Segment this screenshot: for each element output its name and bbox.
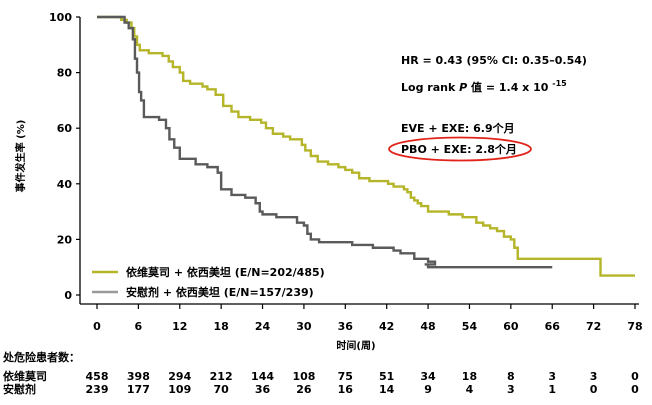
eve-median-annotation: EVE + EXE: 6.9个月 xyxy=(401,121,515,135)
x-tick-label: 30 xyxy=(296,320,312,333)
pvalue-prefix: Log rank xyxy=(401,81,459,94)
x-tick-label: 24 xyxy=(255,320,271,333)
y-tick-label: 80 xyxy=(57,67,73,80)
highlight-ellipse xyxy=(388,136,532,162)
risk-cell: 108 xyxy=(292,370,315,383)
risk-table: 处危险患者数：依维莫司 458 398 294 212 144 108 75 51 34 18 8 3 3… xyxy=(2,350,639,396)
y-tick-label: 20 xyxy=(57,233,73,246)
risk-cell: 16 xyxy=(338,383,354,396)
risk-cell: 8 xyxy=(507,370,515,383)
curve-pbo xyxy=(97,15,553,269)
y-tick-label: 40 xyxy=(57,178,73,191)
risk-cell: 14 xyxy=(379,383,395,396)
risk-cell: 212 xyxy=(210,370,233,383)
x-tick-label: 48 xyxy=(420,320,435,333)
pbo-median-annotation: PBO + EXE: 2.8个月 xyxy=(401,142,517,156)
pvalue-p: P xyxy=(459,81,467,94)
risk-cell: 18 xyxy=(462,370,477,383)
risk-cell: 294 xyxy=(168,370,191,383)
x-tick-label: 60 xyxy=(503,320,519,333)
y-tick-label: 100 xyxy=(49,11,72,24)
x-axis-label: 时间(周) xyxy=(336,339,375,352)
legend-label-eve: 依维莫司 + 依西美坦 (E/N=202/485) xyxy=(126,265,325,279)
y-axis-label: 事件发生率 (%) xyxy=(14,120,27,193)
x-tick-label: 78 xyxy=(627,320,642,333)
x-tick-label: 36 xyxy=(338,320,354,333)
risk-cell: 3 xyxy=(548,370,556,383)
curve-eve xyxy=(97,15,635,277)
risk-cell: 177 xyxy=(127,383,150,396)
axes: 0 20 40 60 80 100 0 6 12 18 24 30 36 42 48 54 60 66 72 78 时间… xyxy=(14,11,643,352)
risk-cell: 144 xyxy=(251,370,274,383)
risk-cell: 36 xyxy=(255,383,271,396)
risk-table-title: 处危险患者数： xyxy=(2,350,80,364)
risk-cell: 239 xyxy=(86,383,109,396)
x-tick-label: 6 xyxy=(135,320,143,333)
risk-cell: 3 xyxy=(590,370,598,383)
risk-cell: 51 xyxy=(379,370,394,383)
hr-annotation: HR = 0.43 (95% CI: 0.35–0.54) xyxy=(401,54,587,67)
risk-cell: 0 xyxy=(631,370,639,383)
risk-cell: 75 xyxy=(338,370,353,383)
risk-cell: 3 xyxy=(507,383,515,396)
legend: 依维莫司 + 依西美坦 (E/N=202/485) 安慰剂 + 依西美坦 (E/N… xyxy=(92,265,325,299)
legend-label-pbo: 安慰剂 + 依西美坦 (E/N=157/239) xyxy=(126,285,314,299)
risk-cell: 4 xyxy=(466,383,474,396)
pvalue-body: 值 = 1.4 x 10 xyxy=(467,80,552,94)
x-tick-label: 12 xyxy=(172,320,187,333)
pvalue-annotation: Log rank P 值 = 1.4 x 10 -15 xyxy=(401,79,567,94)
x-tick-label: 0 xyxy=(93,320,101,333)
risk-cell: 1 xyxy=(548,383,556,396)
x-tick-label: 66 xyxy=(545,320,561,333)
risk-cell: 26 xyxy=(296,383,312,396)
pvalue-exponent: -15 xyxy=(552,79,567,88)
y-tick-label: 0 xyxy=(64,289,72,302)
x-tick-label: 72 xyxy=(586,320,601,333)
y-tick-label: 60 xyxy=(57,122,73,135)
risk-cell: 0 xyxy=(590,383,598,396)
risk-cell: 109 xyxy=(168,383,191,396)
risk-cell: 70 xyxy=(213,383,229,396)
risk-cell: 0 xyxy=(631,383,639,396)
risk-cell: 398 xyxy=(127,370,150,383)
x-tick-label: 42 xyxy=(379,320,394,333)
risk-row-label: 安慰剂 xyxy=(3,382,36,396)
x-tick-label: 18 xyxy=(213,320,228,333)
risk-cell: 458 xyxy=(86,370,109,383)
x-tick-label: 54 xyxy=(462,320,478,333)
annotations: HR = 0.43 (95% CI: 0.35–0.54) Log rank P … xyxy=(388,54,587,162)
risk-cell: 34 xyxy=(420,370,436,383)
risk-row-label: 依维莫司 xyxy=(3,369,47,383)
plot-area xyxy=(97,15,635,277)
risk-cell: 9 xyxy=(424,383,432,396)
